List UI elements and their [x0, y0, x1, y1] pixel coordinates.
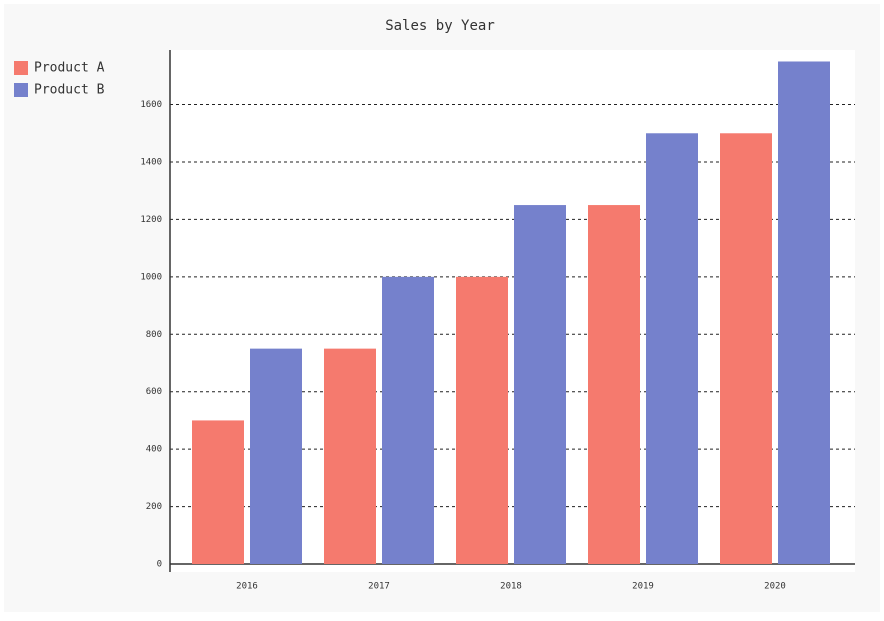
y-tick-label: 1600	[140, 100, 162, 110]
y-tick-label: 1200	[140, 215, 162, 225]
chart-title: Sales by Year	[385, 18, 495, 34]
y-tick-label: 600	[146, 387, 162, 397]
y-tick-label: 200	[146, 502, 162, 512]
x-tick-label: 2018	[500, 582, 522, 592]
bar	[514, 205, 566, 564]
bar	[382, 276, 434, 564]
y-tick-label: 1400	[140, 157, 162, 167]
y-tick-label: 400	[146, 445, 162, 455]
bar	[324, 348, 376, 564]
y-tick-label: 800	[146, 330, 162, 340]
legend-swatch	[14, 61, 28, 75]
y-tick-label: 0	[157, 560, 162, 570]
legend-label: Product B	[34, 83, 105, 98]
bar	[720, 133, 772, 564]
bar	[250, 348, 302, 564]
y-tick-label: 1000	[140, 272, 162, 282]
bar	[778, 61, 830, 565]
bar	[192, 420, 244, 564]
x-tick-label: 2016	[236, 582, 258, 592]
x-tick-label: 2017	[368, 582, 390, 592]
bar	[456, 276, 508, 564]
legend-swatch	[14, 83, 28, 97]
bar	[646, 133, 698, 564]
bar	[588, 205, 640, 564]
x-tick-label: 2019	[632, 582, 654, 592]
x-tick-label: 2020	[764, 582, 786, 592]
legend-label: Product A	[34, 61, 105, 76]
